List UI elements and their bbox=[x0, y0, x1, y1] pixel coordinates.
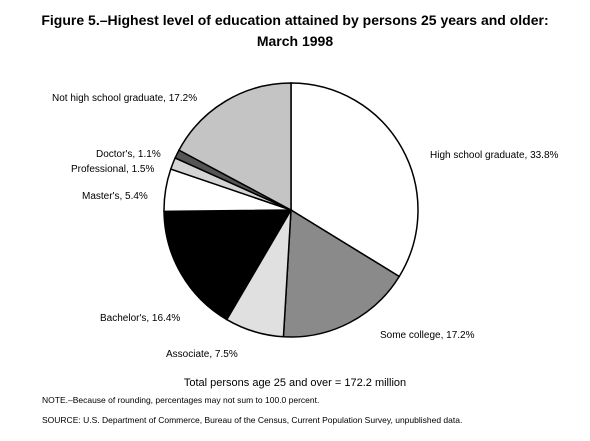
total-note: Total persons age 25 and over = 172.2 mi… bbox=[184, 377, 406, 389]
slice-label: Some college, 17.2% bbox=[380, 330, 475, 341]
pie-slice bbox=[177, 82, 292, 212]
note: NOTE.–Because of rounding, percentages m… bbox=[42, 395, 319, 405]
pie-slice bbox=[290, 82, 419, 278]
note: SOURCE: U.S. Department of Commerce, Bur… bbox=[42, 415, 462, 425]
slice-label: High school graduate, 33.8% bbox=[430, 150, 559, 161]
chart-title: Figure 5.–Highest level of education att… bbox=[41, 12, 548, 28]
pie-slice bbox=[282, 208, 401, 338]
slice-label: Associate, 7.5% bbox=[166, 349, 238, 360]
slice-label: Doctor's, 1.1% bbox=[96, 149, 161, 160]
slice-label: Professional, 1.5% bbox=[71, 164, 154, 175]
chart-title: March 1998 bbox=[257, 33, 333, 49]
slice-label: Master's, 5.4% bbox=[82, 191, 148, 202]
slice-label: Bachelor's, 16.4% bbox=[100, 313, 180, 324]
pie-slice bbox=[163, 209, 293, 321]
slice-label: Not high school graduate, 17.2% bbox=[52, 93, 197, 104]
